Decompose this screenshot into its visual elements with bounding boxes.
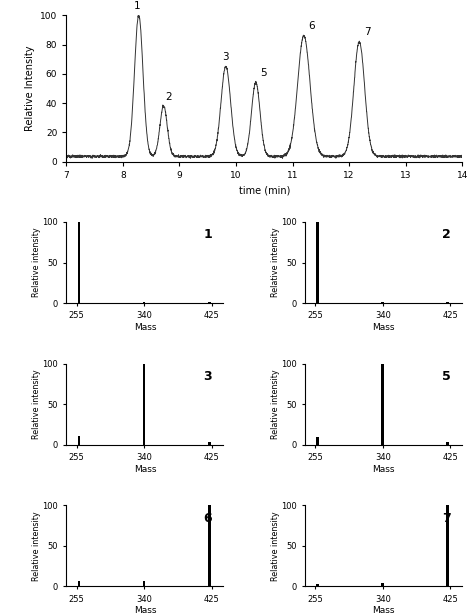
Bar bbox=[382, 301, 384, 303]
Bar bbox=[78, 222, 81, 303]
Bar bbox=[78, 581, 81, 586]
Bar bbox=[382, 363, 384, 445]
Bar bbox=[316, 437, 319, 445]
Text: 6: 6 bbox=[309, 21, 315, 31]
X-axis label: Mass: Mass bbox=[373, 607, 395, 614]
X-axis label: Mass: Mass bbox=[134, 323, 156, 332]
Bar bbox=[316, 222, 319, 303]
Text: 6: 6 bbox=[203, 511, 212, 525]
Text: 2: 2 bbox=[165, 91, 172, 101]
Text: 1: 1 bbox=[203, 228, 212, 241]
X-axis label: Mass: Mass bbox=[134, 607, 156, 614]
Bar bbox=[447, 505, 449, 586]
X-axis label: Mass: Mass bbox=[134, 465, 156, 474]
X-axis label: Mass: Mass bbox=[373, 465, 395, 474]
Bar bbox=[382, 583, 384, 586]
Y-axis label: Relative intensity: Relative intensity bbox=[32, 370, 41, 439]
Text: 5: 5 bbox=[442, 370, 451, 383]
Text: 1: 1 bbox=[134, 1, 141, 11]
Y-axis label: Relative intensity: Relative intensity bbox=[32, 511, 41, 581]
Y-axis label: Relative intensity: Relative intensity bbox=[271, 370, 280, 439]
X-axis label: Mass: Mass bbox=[373, 323, 395, 332]
Text: 2: 2 bbox=[442, 228, 451, 241]
Bar bbox=[143, 301, 146, 303]
Y-axis label: Relative intensity: Relative intensity bbox=[32, 228, 41, 297]
Bar bbox=[208, 505, 210, 586]
Bar bbox=[78, 436, 81, 445]
Text: 3: 3 bbox=[203, 370, 212, 383]
Y-axis label: Relative intensity: Relative intensity bbox=[271, 511, 280, 581]
Bar bbox=[208, 301, 210, 303]
Text: 5: 5 bbox=[260, 68, 266, 78]
Bar bbox=[143, 581, 146, 586]
Y-axis label: Relative Intensity: Relative Intensity bbox=[25, 45, 35, 131]
X-axis label: time (min): time (min) bbox=[238, 185, 290, 195]
Bar bbox=[316, 584, 319, 586]
Y-axis label: Relative intensity: Relative intensity bbox=[271, 228, 280, 297]
Bar bbox=[447, 301, 449, 303]
Text: 7: 7 bbox=[442, 511, 451, 525]
Text: 7: 7 bbox=[364, 27, 370, 37]
Text: 3: 3 bbox=[222, 52, 228, 62]
Bar bbox=[143, 363, 146, 445]
Bar bbox=[208, 441, 210, 445]
Bar bbox=[447, 442, 449, 445]
